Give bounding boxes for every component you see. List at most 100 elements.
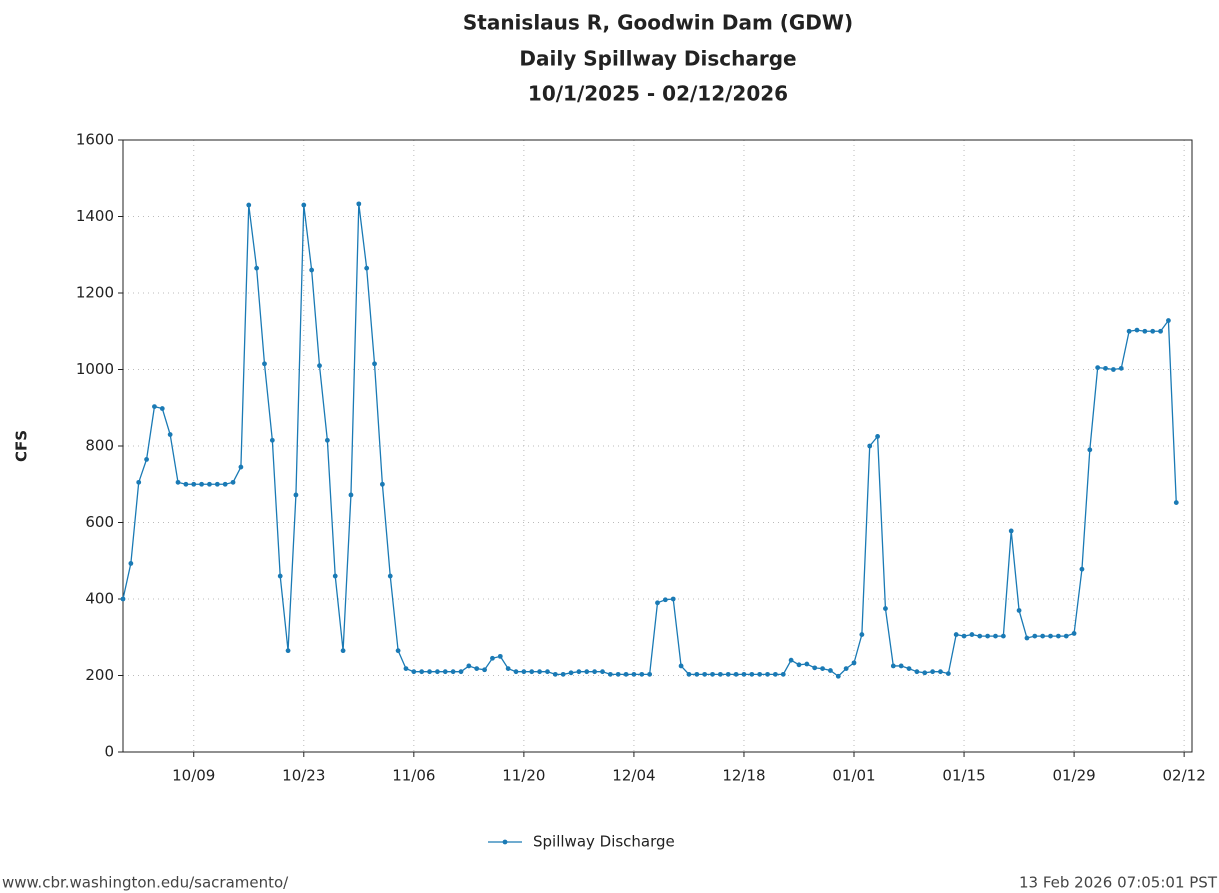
data-point — [584, 669, 590, 675]
data-point — [906, 666, 912, 672]
data-point — [576, 669, 582, 675]
data-point — [883, 606, 888, 611]
data-point — [348, 492, 354, 498]
data-point — [372, 361, 377, 367]
plot-frame — [122, 139, 1193, 753]
data-point — [309, 267, 315, 273]
x-tick-label: 12/04 — [612, 767, 655, 785]
data-point — [631, 671, 637, 677]
y-tick-label: 0 — [104, 743, 114, 761]
data-point — [1150, 328, 1156, 334]
data-point — [615, 671, 621, 677]
data-point — [262, 361, 267, 367]
data-point — [1016, 608, 1022, 613]
data-point — [922, 670, 928, 676]
data-point — [442, 669, 448, 675]
data-point — [560, 671, 566, 677]
data-point — [1048, 633, 1053, 639]
data-point — [938, 669, 943, 675]
data-point — [875, 434, 880, 439]
chart-subtitle: Daily Spillway Discharge — [519, 47, 796, 71]
data-point — [710, 671, 715, 677]
data-point — [600, 669, 605, 675]
y-tick-label: 1400 — [76, 207, 114, 225]
data-point — [513, 669, 519, 675]
data-point — [977, 633, 983, 639]
data-point — [293, 492, 299, 498]
data-point — [1000, 633, 1006, 639]
data-point — [890, 663, 896, 669]
data-point — [914, 669, 920, 675]
data-point — [545, 669, 550, 675]
data-point — [340, 648, 346, 654]
data-point — [238, 464, 244, 470]
data-point — [167, 432, 173, 437]
data-point — [607, 671, 613, 677]
y-tick-label: 200 — [85, 666, 114, 684]
x-tick-label: 01/01 — [832, 767, 875, 785]
data-point — [497, 653, 503, 659]
data-point — [207, 481, 212, 487]
y-tick-label: 1000 — [76, 360, 114, 378]
x-tick-label: 10/23 — [282, 767, 325, 785]
data-point — [647, 671, 653, 677]
data-point — [828, 668, 833, 673]
data-point — [301, 202, 307, 208]
y-axis-label: CFS — [13, 430, 31, 462]
data-point — [820, 666, 825, 672]
data-point — [435, 669, 440, 675]
data-point — [214, 481, 220, 487]
y-tick-label: 800 — [85, 437, 114, 455]
data-point — [686, 671, 692, 677]
data-point — [1118, 365, 1124, 371]
data-point — [788, 657, 794, 663]
data-point — [450, 669, 456, 675]
data-point — [930, 669, 936, 675]
data-point — [749, 671, 755, 677]
data-point — [120, 596, 126, 602]
data-point — [592, 669, 598, 675]
source: www.cbr.washington.edu/sacramento/ — [2, 874, 289, 892]
data-point — [1126, 328, 1132, 334]
data-point — [969, 632, 975, 637]
data-point — [175, 479, 181, 485]
x-tick-label: 01/29 — [1052, 767, 1095, 785]
data-point — [1142, 328, 1148, 334]
data-point — [1134, 327, 1140, 333]
data-point — [474, 666, 480, 672]
data-point — [1087, 447, 1093, 453]
data-point — [796, 662, 802, 668]
y-tick-label: 400 — [85, 590, 114, 608]
data-point — [136, 479, 142, 485]
data-point — [717, 671, 723, 677]
data-point — [1008, 528, 1014, 534]
data-point — [655, 600, 660, 606]
data-point — [1071, 631, 1077, 636]
data-point — [427, 669, 432, 675]
data-point — [277, 573, 283, 579]
date-range: 10/1/2025 - 02/12/2026 — [528, 82, 788, 106]
data-point — [403, 666, 409, 672]
data-point — [898, 663, 904, 669]
data-point — [623, 671, 629, 677]
data-point — [1079, 566, 1085, 572]
data-point — [529, 669, 535, 675]
data-point — [254, 265, 260, 271]
data-point — [183, 481, 189, 487]
x-tick-label: 12/18 — [722, 767, 765, 785]
data-point — [780, 671, 786, 677]
data-point — [694, 671, 700, 677]
data-point — [222, 481, 228, 487]
legend-marker — [502, 839, 508, 845]
data-point — [521, 669, 527, 675]
data-point — [1166, 318, 1171, 323]
data-point — [356, 201, 362, 207]
data-point — [537, 669, 542, 675]
data-point — [953, 632, 959, 637]
data-point — [285, 648, 291, 654]
data-point — [230, 479, 236, 485]
data-point — [1110, 367, 1116, 372]
data-point — [324, 437, 330, 443]
data-point — [961, 633, 967, 639]
data-point — [411, 669, 417, 675]
